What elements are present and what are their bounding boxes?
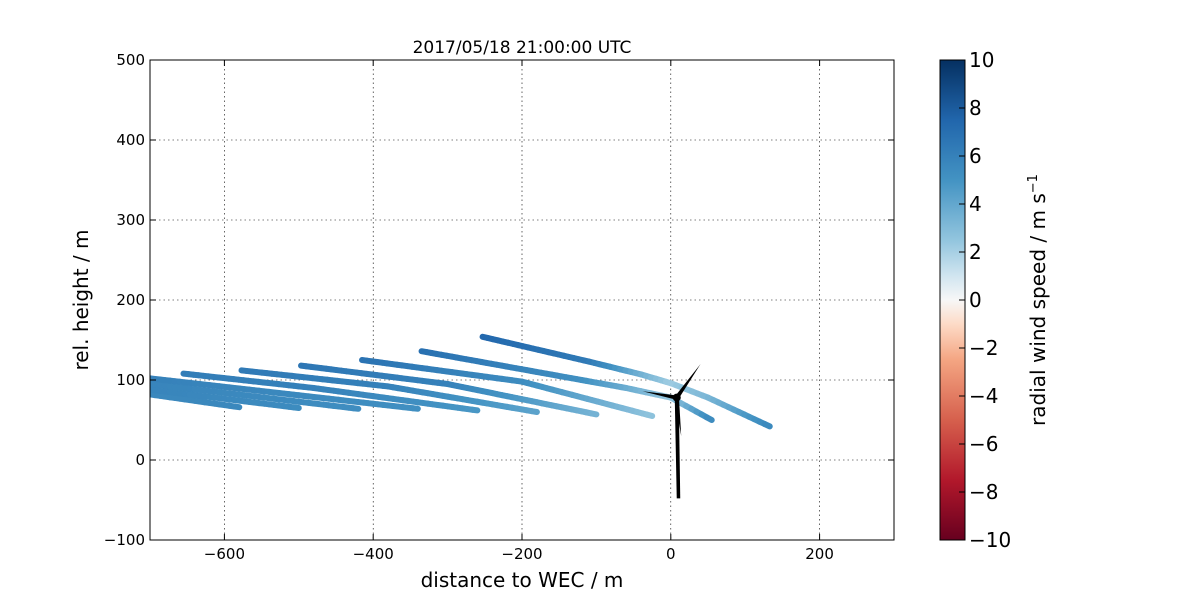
turbine-blade [674,397,682,436]
colorbar-tick-label: −10 [969,528,1011,552]
scan-line [238,367,540,415]
scan-line [150,386,302,411]
scan-line [479,333,773,430]
x-tick-label: −600 [204,545,245,563]
y-axis-ticks: −100 0 100 200 300 400 500 [104,51,894,549]
scan-segment [703,414,715,423]
scan-segment [231,403,243,411]
data-series [150,333,773,430]
scan-segment [761,421,773,430]
scan-segment [469,406,481,414]
scan-line [150,375,421,412]
turbine-tower [674,397,681,499]
colorbar-ticks: −10 −8 −6 −4 −2 0 2 4 6 8 10 [959,48,1011,552]
scan-segment [644,411,656,419]
colorbar-tick-label: 8 [969,96,982,120]
scan-line [180,370,481,414]
x-tick-label: −400 [353,545,394,563]
y-tick-label: 100 [116,371,145,389]
scan-segment [290,404,302,411]
colorbar-tick-label: 0 [969,288,982,312]
turbine-blade [642,391,678,400]
wind-turbine [642,364,701,499]
colorbar-tick-label: 4 [969,192,982,216]
turbine-hub [672,393,681,402]
colorbar-tick-label: −8 [969,480,998,504]
colorbar-tick-label: 2 [969,240,982,264]
y-tick-label: −100 [104,531,145,549]
scan-segment [528,408,540,415]
colorbar-tick-label: −2 [969,336,998,360]
scan-line [298,362,600,418]
x-tick-label: 0 [666,545,676,563]
x-tick-label: 200 [805,545,834,563]
turbine-blade [674,364,701,399]
chart-title: 2017/05/18 21:00:00 UTC [413,38,632,58]
scan-line [359,357,656,419]
colorbar-title-exponent: −1 [1026,174,1041,193]
y-tick-label: 500 [116,51,145,69]
scan-line [150,381,362,412]
grid [150,60,894,540]
colorbar-title: radial wind speed / m s−1 [1026,174,1050,426]
scan-segment [588,410,600,418]
y-tick-label: 0 [135,451,145,469]
y-axis-title: rel. height / m [69,229,93,370]
x-tick-label: −200 [501,545,542,563]
y-tick-label: 300 [116,211,145,229]
colorbar-tick-label: 6 [969,144,982,168]
colorbar-title-text: radial wind speed / m s [1026,193,1050,426]
colorbar-tick-label: −4 [969,384,998,408]
colorbar [939,59,966,541]
x-axis-ticks: −600 −400 −200 0 200 [204,60,834,563]
y-tick-label: 200 [116,291,145,309]
colorbar-tick-label: 10 [969,48,994,72]
x-axis-title: distance to WEC / m [421,568,624,592]
colorbar-tick-label: −6 [969,432,998,456]
y-tick-label: 400 [116,131,145,149]
scan-line [150,391,243,411]
scan-segment [409,405,421,412]
scan-segment [350,405,362,412]
